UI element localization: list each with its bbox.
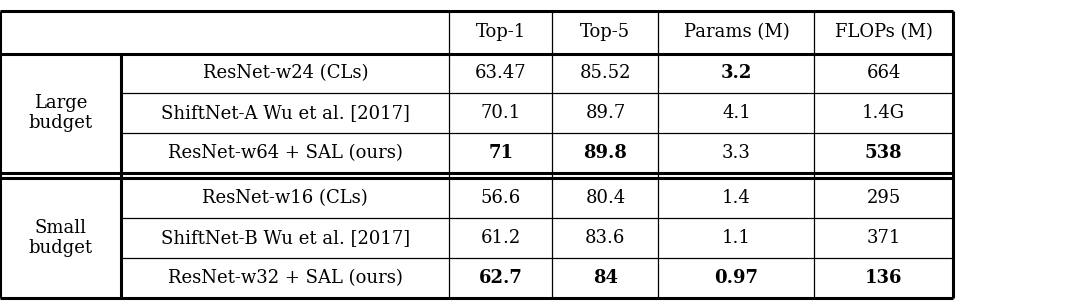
Text: ResNet-w64 + SAL (ours): ResNet-w64 + SAL (ours) <box>168 144 403 162</box>
Text: 63.47: 63.47 <box>475 65 526 82</box>
Text: 3.3: 3.3 <box>722 144 751 162</box>
Text: Large: Large <box>34 94 88 112</box>
Text: 83.6: 83.6 <box>585 229 626 247</box>
Text: 70.1: 70.1 <box>481 104 521 122</box>
Text: Top-5: Top-5 <box>580 23 630 41</box>
Text: 664: 664 <box>866 65 901 82</box>
Text: 71: 71 <box>488 144 513 162</box>
Text: ShiftNet-A Wu et al. [2017]: ShiftNet-A Wu et al. [2017] <box>161 104 409 122</box>
Text: 1.4G: 1.4G <box>862 104 905 122</box>
Text: ResNet-w32 + SAL (ours): ResNet-w32 + SAL (ours) <box>168 269 403 287</box>
Text: 0.97: 0.97 <box>715 269 758 287</box>
Text: 371: 371 <box>866 229 901 247</box>
Text: ShiftNet-B Wu et al. [2017]: ShiftNet-B Wu et al. [2017] <box>160 229 410 247</box>
Text: 136: 136 <box>865 269 902 287</box>
Text: Params (M): Params (M) <box>683 23 790 41</box>
Text: Top-1: Top-1 <box>475 23 526 41</box>
Text: Small: Small <box>35 219 87 237</box>
Text: 1.1: 1.1 <box>722 229 751 247</box>
Text: 80.4: 80.4 <box>585 189 626 207</box>
Text: 1.4: 1.4 <box>722 189 751 207</box>
Text: 84: 84 <box>592 269 618 287</box>
Text: 85.52: 85.52 <box>579 65 631 82</box>
Text: ResNet-w16 (CLs): ResNet-w16 (CLs) <box>203 189 368 207</box>
Text: 4.1: 4.1 <box>722 104 751 122</box>
Text: 295: 295 <box>866 189 901 207</box>
Text: budget: budget <box>28 114 93 132</box>
Text: FLOPs (M): FLOPs (M) <box>835 23 932 41</box>
Text: 61.2: 61.2 <box>481 229 521 247</box>
Text: 62.7: 62.7 <box>479 269 523 287</box>
Text: 3.2: 3.2 <box>721 65 752 82</box>
Text: 89.7: 89.7 <box>585 104 626 122</box>
Text: 89.8: 89.8 <box>584 144 627 162</box>
Text: ResNet-w24 (CLs): ResNet-w24 (CLs) <box>203 65 368 82</box>
Text: 538: 538 <box>865 144 902 162</box>
Text: 56.6: 56.6 <box>481 189 521 207</box>
Text: budget: budget <box>28 239 93 257</box>
